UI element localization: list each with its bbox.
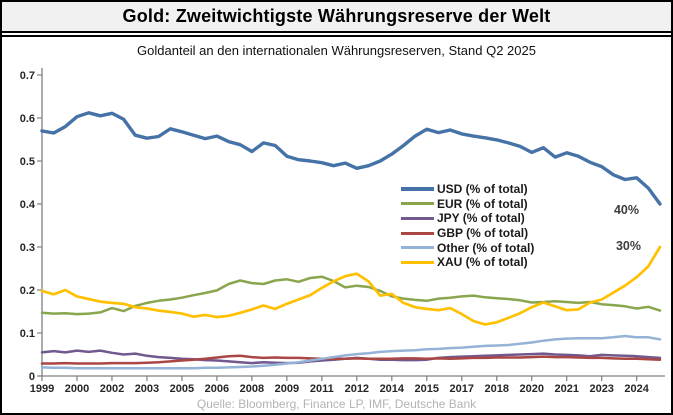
series-line-eur	[40, 275, 662, 316]
x-tick-label: 2015	[415, 383, 439, 395]
x-tick-label: 2006	[205, 383, 229, 395]
legend-item-eur: EUR (% of total)	[401, 197, 534, 212]
y-tick-label: 0.2	[20, 285, 35, 297]
y-tick-label: 0.4	[20, 199, 36, 211]
x-tick-label: 2005	[170, 383, 194, 395]
legend-label-eur: EUR (% of total)	[437, 196, 528, 211]
legend-label-other: Other (% of total)	[437, 240, 535, 255]
page-title: Gold: Zweitwichtigste Währungsreserve de…	[122, 6, 551, 26]
legend-line-swatch-xau	[401, 260, 434, 264]
x-tick-label: 2024	[624, 383, 649, 395]
series-line-usd	[40, 111, 662, 206]
x-tick-label: 2018	[485, 383, 509, 395]
usd-end-annotation: 40%	[613, 203, 639, 217]
x-tick-label: 2011	[310, 383, 334, 395]
legend-item-jpy: JPY (% of total)	[401, 211, 534, 226]
y-tick-label: 0.3	[20, 242, 35, 254]
y-tick-label: 0.6	[20, 113, 35, 125]
legend-label-xau: XAU (% of total)	[437, 255, 528, 270]
legend-line-swatch-other	[401, 246, 434, 250]
legend-line-swatch-usd	[401, 187, 434, 192]
legend-item-usd: USD (% of total)	[401, 182, 534, 197]
x-tick-label: 2008	[240, 383, 264, 395]
x-tick-label: 2023	[589, 383, 613, 395]
x-tick-label: 2012	[345, 383, 369, 395]
legend-item-gbp: GBP (% of total)	[401, 226, 534, 241]
series-line-gbp	[40, 354, 662, 365]
x-tick-label: 2021	[554, 383, 578, 395]
x-tick-label: 2000	[65, 383, 89, 395]
x-tick-label: 2009	[275, 383, 299, 395]
y-tick-label: 0.5	[20, 156, 35, 168]
x-tick-label: 1999	[30, 383, 54, 395]
x-tick-label: 2020	[519, 383, 543, 395]
legend-label-usd: USD (% of total)	[437, 182, 528, 197]
y-tick-label: 0.7	[20, 70, 35, 82]
content-frame	[2, 35, 671, 413]
legend-item-xau: XAU (% of total)	[401, 255, 534, 270]
legend-label-jpy: JPY (% of total)	[437, 211, 525, 226]
legend-line-swatch-eur	[401, 202, 434, 206]
y-tick-label: 0	[29, 371, 35, 383]
series-line-other	[40, 334, 662, 370]
x-tick-label: 2014	[380, 383, 405, 395]
title-bar: Gold: Zweitwichtigste Währungsreserve de…	[2, 2, 671, 33]
xau-end-annotation: 30%	[615, 239, 641, 253]
x-tick-label: 2017	[450, 383, 474, 395]
x-tick-label: 2002	[100, 383, 124, 395]
y-tick-label: 0.1	[20, 328, 35, 340]
series-line-xau	[40, 245, 662, 326]
chart-legend: USD (% of total) EUR (% of total) JPY (% o…	[401, 182, 534, 270]
chart-subtitle: Goldanteil an den internationalen Währun…	[137, 43, 536, 58]
legend-item-other: Other (% of total)	[401, 240, 534, 255]
x-tick-label: 2003	[135, 383, 159, 395]
source-caption: Quelle: Bloomberg, Finance LP, IMF, Deut…	[196, 397, 477, 411]
legend-line-swatch-jpy	[401, 216, 434, 220]
legend-line-swatch-gbp	[401, 231, 434, 235]
legend-label-gbp: GBP (% of total)	[437, 226, 529, 241]
